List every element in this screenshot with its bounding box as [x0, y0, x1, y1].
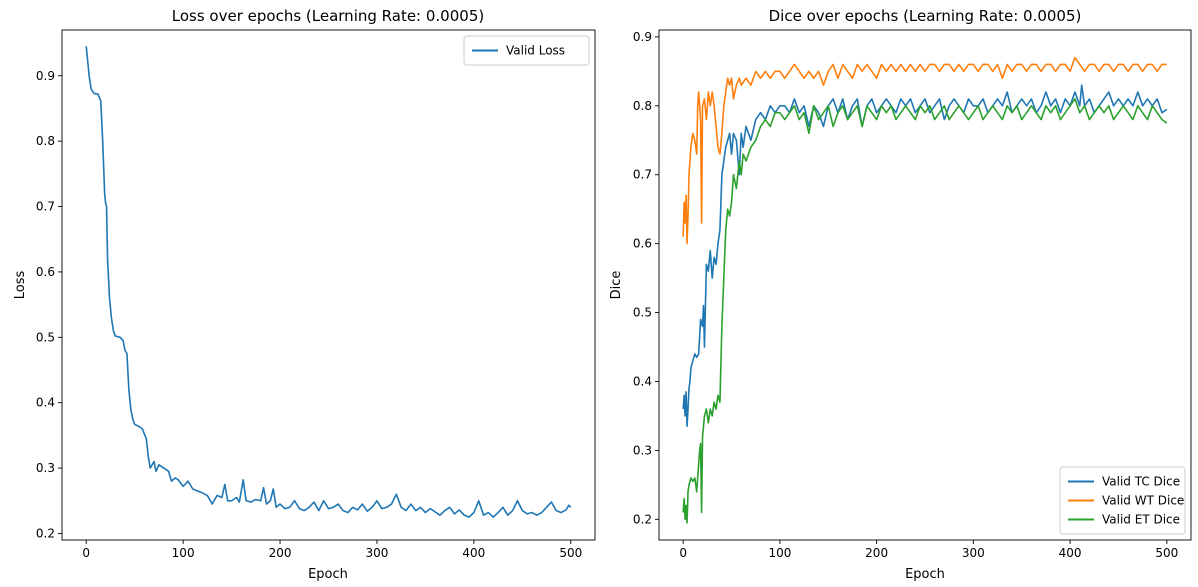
dice-y-tick-label: 0.2 — [633, 512, 652, 526]
dice-y-tick-label: 0.3 — [633, 443, 652, 457]
dice-legend-label-valid-wt-dice: Valid WT Dice — [1102, 494, 1184, 508]
loss-x-axis-label: Epoch — [308, 567, 348, 582]
loss-lines — [85, 46, 572, 518]
loss-y-tick-label: 0.9 — [36, 69, 55, 83]
loss-x-tick-label: 0 — [82, 546, 90, 560]
dice-y-tick-label: 0.4 — [633, 374, 652, 388]
loss-chart-title: Loss over epochs (Learning Rate: 0.0005) — [172, 7, 484, 25]
dice-y-tick-label: 0.9 — [633, 30, 652, 44]
dice-y-tick-label: 0.7 — [633, 168, 652, 182]
dice-legend-label-valid-et-dice: Valid ET Dice — [1102, 513, 1180, 527]
dice-series-valid-et-dice — [682, 98, 1168, 524]
dice-legend: Valid TC Dice Valid WT Dice Valid ET Dice — [1059, 466, 1186, 535]
dice-legend-label-valid-tc-dice: Valid TC Dice — [1102, 475, 1180, 489]
dice-plot-frame — [658, 29, 1192, 541]
loss-y-tick-label: 0.6 — [36, 265, 55, 279]
loss-legend-box — [463, 35, 590, 66]
dice-x-ticks: 0 100 200 300 400 500 — [679, 540, 1178, 560]
dice-y-tick-label: 0.5 — [633, 306, 652, 320]
dice-y-tick-label: 0.8 — [633, 99, 652, 113]
loss-y-axis-label: Loss — [13, 271, 28, 300]
dice-chart-title: Dice over epochs (Learning Rate: 0.0005) — [769, 7, 1082, 25]
dice-y-tick-label: 0.6 — [633, 237, 652, 251]
loss-x-tick-label: 400 — [462, 546, 485, 560]
loss-x-tick-label: 200 — [269, 546, 292, 560]
loss-x-tick-label: 500 — [559, 546, 582, 560]
dice-x-tick-label: 300 — [962, 546, 985, 560]
dice-x-tick-label: 200 — [865, 546, 888, 560]
dice-y-axis-label: Dice — [609, 271, 624, 300]
dice-x-tick-label: 500 — [1155, 546, 1178, 560]
dice-y-ticks: 0.2 0.3 0.4 0.5 0.6 0.7 0.8 0.9 — [633, 30, 659, 526]
loss-y-tick-label: 0.7 — [36, 200, 55, 214]
loss-y-tick-label: 0.8 — [36, 134, 55, 148]
loss-y-tick-label: 0.5 — [36, 330, 55, 344]
loss-legend-label-valid-loss: Valid Loss — [506, 44, 565, 58]
loss-y-ticks: 0.2 0.3 0.4 0.5 0.6 0.7 0.8 0.9 — [36, 69, 62, 540]
loss-y-tick-label: 0.4 — [36, 396, 55, 410]
loss-y-tick-label: 0.2 — [36, 526, 55, 540]
dice-chart: Dice over epochs (Learning Rate: 0.0005)… — [609, 7, 1192, 582]
dice-series-valid-wt-dice — [682, 56, 1167, 245]
loss-plot-frame — [61, 29, 596, 541]
loss-y-tick-label: 0.3 — [36, 461, 55, 475]
loss-x-ticks: 0 100 200 300 400 500 — [82, 540, 582, 560]
loss-legend: Valid Loss — [463, 35, 590, 66]
dice-legend-box — [1059, 466, 1186, 535]
loss-x-tick-label: 100 — [172, 546, 195, 560]
loss-series-valid-loss — [85, 46, 572, 518]
dice-x-tick-label: 100 — [768, 546, 791, 560]
dice-lines — [682, 56, 1168, 524]
loss-chart: Loss over epochs (Learning Rate: 0.0005)… — [13, 7, 596, 582]
dice-series-valid-tc-dice — [682, 84, 1168, 428]
dice-x-tick-label: 400 — [1059, 546, 1082, 560]
dice-x-axis-label: Epoch — [905, 567, 945, 582]
dice-x-tick-label: 0 — [679, 546, 687, 560]
loss-x-tick-label: 300 — [366, 546, 389, 560]
